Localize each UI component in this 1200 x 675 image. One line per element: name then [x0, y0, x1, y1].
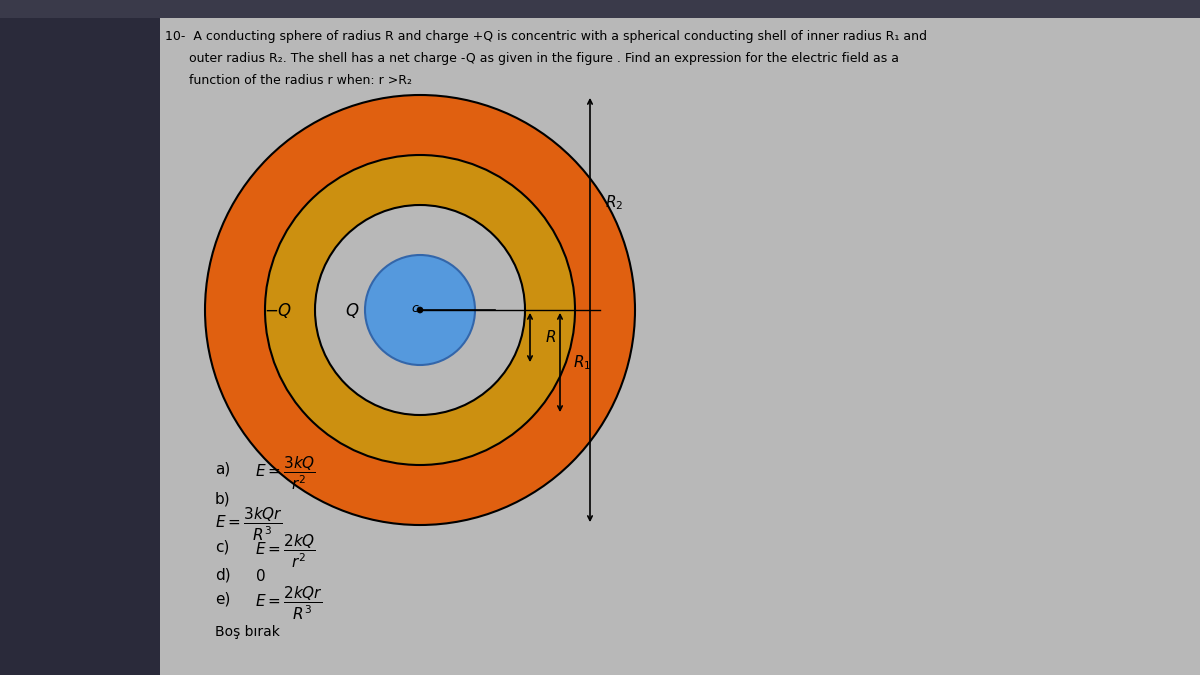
Text: $E = \dfrac{2kQ}{r^2}$: $E = \dfrac{2kQ}{r^2}$ — [256, 533, 316, 570]
Text: a): a) — [215, 462, 230, 477]
Text: $Q$: $Q$ — [344, 300, 359, 319]
Text: $0$: $0$ — [256, 568, 265, 584]
Text: $c$: $c$ — [410, 302, 419, 315]
Text: outer radius R₂. The shell has a net charge -Q as given in the figure . Find an : outer radius R₂. The shell has a net cha… — [166, 52, 899, 65]
Text: $E = \dfrac{2kQr}{R^3}$: $E = \dfrac{2kQr}{R^3}$ — [256, 585, 323, 622]
Circle shape — [418, 307, 424, 313]
Text: b): b) — [215, 492, 230, 507]
Text: c): c) — [215, 540, 229, 555]
Circle shape — [314, 205, 526, 415]
Text: $E = \dfrac{3kQr}{R^3}$: $E = \dfrac{3kQr}{R^3}$ — [215, 506, 283, 543]
Text: d): d) — [215, 568, 230, 583]
Text: Boş bırak: Boş bırak — [215, 625, 280, 639]
Text: $-Q$: $-Q$ — [264, 300, 292, 319]
Text: $R_2$: $R_2$ — [605, 193, 623, 212]
Bar — [0, 0, 1200, 18]
Circle shape — [365, 255, 475, 365]
Text: function of the radius r when: r >R₂: function of the radius r when: r >R₂ — [166, 74, 412, 87]
Text: 10-  A conducting sphere of radius R and charge +Q is concentric with a spherica: 10- A conducting sphere of radius R and … — [166, 30, 928, 43]
Text: $R_1$: $R_1$ — [574, 353, 592, 372]
Text: e): e) — [215, 592, 230, 607]
Text: $R$: $R$ — [545, 329, 556, 346]
Text: $E = \dfrac{3kQ}{r^2}$: $E = \dfrac{3kQ}{r^2}$ — [256, 455, 316, 493]
Bar — [0, 0, 160, 675]
Circle shape — [265, 155, 575, 465]
Circle shape — [205, 95, 635, 525]
